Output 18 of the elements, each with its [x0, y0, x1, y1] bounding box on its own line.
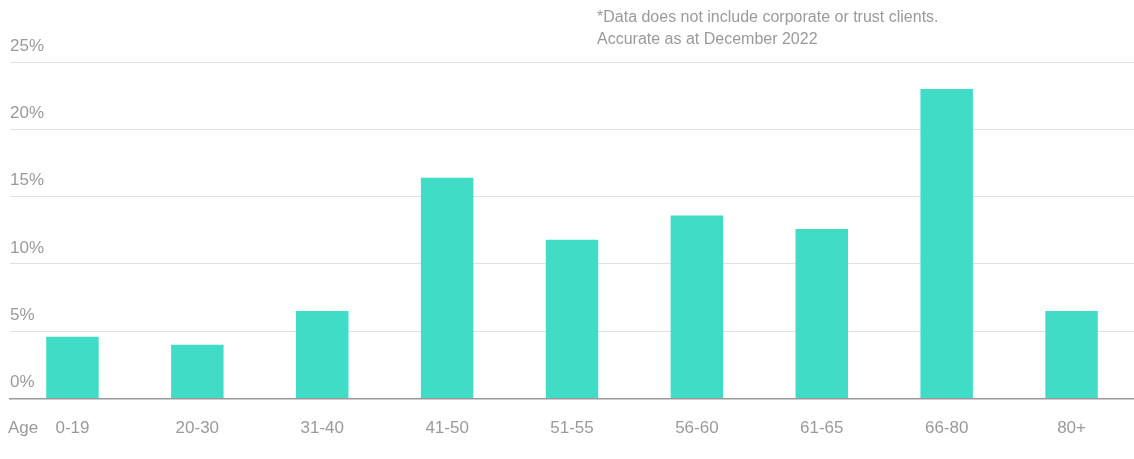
x-tick-label: 51-55: [550, 418, 594, 438]
y-tick-label: 10%: [10, 237, 45, 257]
x-tick-label: 41-50: [425, 418, 469, 438]
x-axis-title: Age: [8, 418, 39, 438]
x-tick-label: 31-40: [300, 418, 344, 438]
text: Accurate as at December 2022: [597, 30, 818, 48]
y-tick-label: 20%: [10, 103, 45, 123]
text: *Data does not include corporate or trust clients.: [597, 8, 939, 26]
y-tick-label: 0%: [10, 372, 35, 392]
x-tick-label: 0-19: [55, 418, 90, 438]
x-tick-label: 66-80: [924, 418, 969, 438]
x-tick-label: 20-30: [175, 418, 220, 438]
x-tick-label: 61-65: [800, 418, 844, 438]
x-tick-label: 56-60: [675, 418, 719, 438]
x-tick-label: 80+: [1057, 418, 1087, 438]
y-tick-label: 15%: [10, 170, 45, 190]
y-tick-label: 25%: [10, 35, 45, 55]
y-tick-label: 5%: [10, 304, 35, 324]
